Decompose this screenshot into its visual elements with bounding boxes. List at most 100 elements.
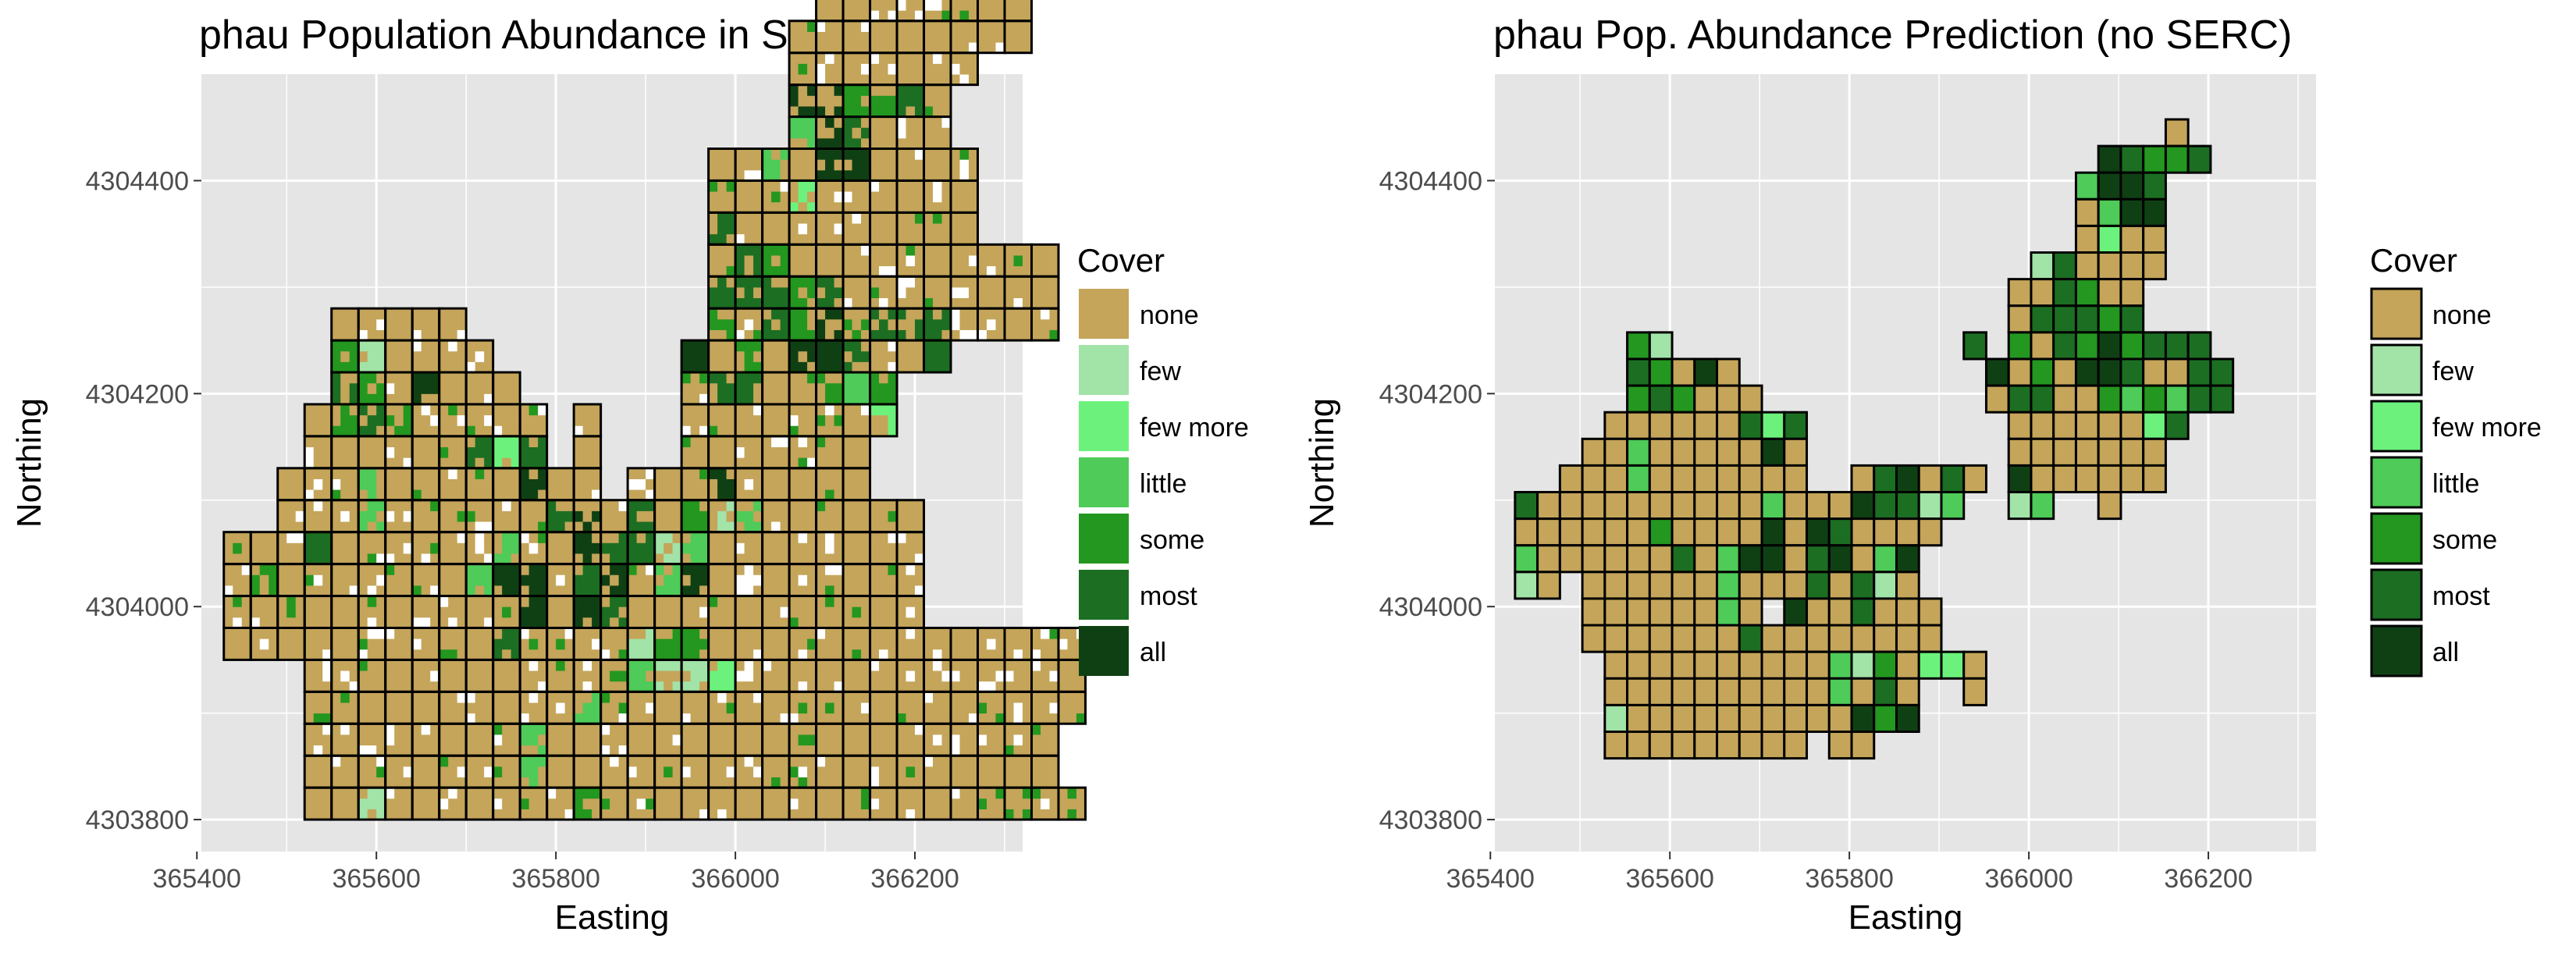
cover-subcell [709,159,718,170]
cover-subcell [394,393,404,404]
cover-subcell [1041,681,1050,692]
cover-subcell [717,713,727,724]
cover-subcell [664,617,673,628]
cover-subcell [799,42,808,53]
cover-subcell [368,745,377,756]
cover-subcell [520,702,529,713]
cover-subcell [924,766,934,777]
cover-cell-none [1695,439,1717,465]
cover-subcell [879,266,888,277]
cover-subcell [817,266,826,277]
cover-subcell [475,510,485,521]
cover-subcell [879,361,888,372]
cover-subcell [717,724,727,734]
x-tick-label: 366200 [870,864,959,894]
cover-subcell [224,628,233,638]
cover-subcell [933,788,942,798]
cover-subcell [574,478,583,489]
cover-subcell [897,788,906,798]
cover-subcell [799,713,808,724]
cover-subcell [574,596,583,607]
legend-swatch-some [1079,514,1129,564]
cover-subcell [224,542,233,553]
cover-subcell [448,670,457,681]
cover-subcell [502,415,511,426]
cover-subcell [502,542,511,553]
cover-subcell [547,638,557,649]
cover-subcell [763,542,772,553]
cover-subcell [825,74,834,85]
cover-subcell [304,606,314,617]
cover-subcell [924,255,934,266]
cover-subcell [735,351,745,362]
cover-subcell [717,542,727,553]
cover-subcell [843,681,852,692]
cover-subcell [368,606,377,617]
cover-subcell [529,724,539,734]
cover-subcell [332,585,341,596]
cover-subcell [799,223,808,234]
cover-subcell [870,564,880,575]
cover-subcell [1041,308,1050,319]
cover-subcell [1014,329,1023,340]
cover-subcell [394,628,404,638]
cover-subcell [448,372,457,383]
cover-subcell [960,649,970,660]
cover-subcell [717,351,727,362]
cover-subcell [547,702,557,713]
cover-subcell [799,287,808,298]
cover-subcell [422,404,431,415]
cover-subcell [951,170,960,181]
cover-subcell [817,447,826,458]
cover-subcell [304,564,314,575]
cover-subcell [583,638,592,649]
cover-subcell [825,585,834,596]
cover-subcell [1067,638,1076,649]
cover-subcell [574,457,583,468]
cover-subcell [493,532,503,543]
cover-subcell [933,212,942,223]
cover-subcell [314,617,323,628]
cover-subcell [799,351,808,362]
cover-subcell [924,202,934,213]
cover-subcell [610,542,619,553]
cover-subcell [583,713,592,724]
cover-subcell [439,681,449,692]
cover-subcell [529,777,539,788]
cover-subcell [763,756,772,766]
cover-subcell [1031,713,1041,724]
cover-subcell [394,638,404,649]
cover-subcell [637,745,646,756]
cover-subcell [843,85,852,96]
cover-subcell [799,393,808,404]
cover-subcell [340,319,350,330]
cover-subcell [843,756,852,766]
cover-subcell [897,777,906,788]
cover-subcell [304,521,314,532]
cover-subcell [529,468,539,479]
cover-subcell [745,681,754,692]
cover-subcell [924,276,934,287]
cover-subcell [520,596,529,607]
cover-subcell [717,266,727,277]
cover-subcell [951,660,960,670]
cover-subcell [422,798,431,809]
cover-subcell [412,681,422,692]
cover-subcell [735,713,745,724]
cover-subcell [493,500,503,511]
cover-subcell [547,564,557,575]
cover-subcell [691,777,700,788]
cover-subcell [709,617,718,628]
cover-subcell [394,702,404,713]
cover-subcell [799,340,808,351]
cover-subcell [817,553,826,564]
cover-subcell [368,564,377,575]
cover-subcell [879,777,888,788]
cover-subcell [1014,21,1023,32]
cover-subcell [583,692,592,702]
cover-cell-little [1762,493,1784,519]
x-axis-title: Easting [555,898,670,937]
cover-subcell [314,745,323,756]
cover-subcell [771,447,781,458]
cover-subcell [1014,287,1023,298]
